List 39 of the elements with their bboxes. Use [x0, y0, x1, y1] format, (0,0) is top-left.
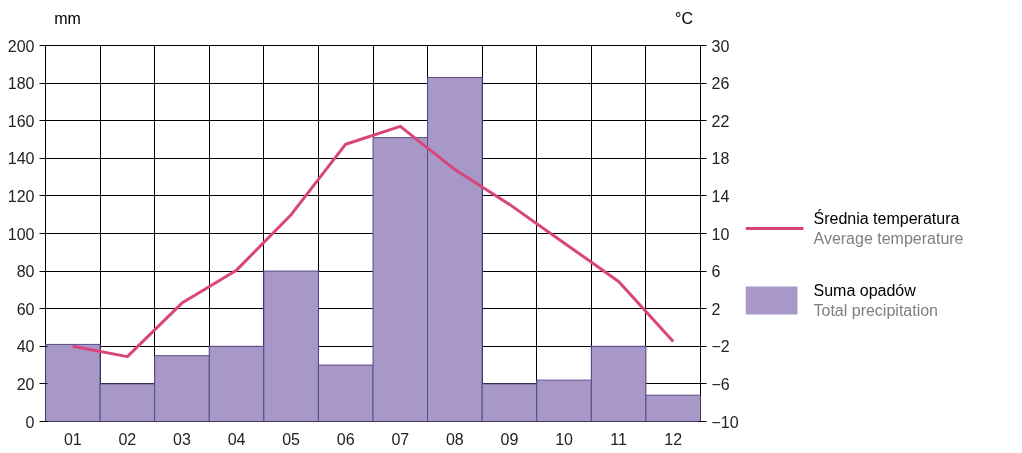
legend-label: Średnia temperatura Average temperature [813, 209, 964, 247]
y2-tick-label: 30 [711, 37, 730, 55]
x-tick-label: 10 [555, 430, 574, 448]
x-tick-label: 01 [63, 430, 82, 448]
y2-axis-title: °C [675, 10, 693, 27]
y2-tick-label: 22 [711, 112, 730, 130]
y2-tick-label: 6 [711, 263, 721, 281]
y-tick-label: 140 [7, 150, 35, 168]
y2-tick-label: −2 [711, 338, 730, 356]
x-tick-label: 03 [173, 430, 191, 448]
y2-tick-label: 10 [711, 225, 730, 243]
y-tick-label: 120 [7, 187, 35, 205]
x-tick-label: 11 [610, 430, 628, 448]
y-tick-label: 40 [16, 338, 35, 356]
y-tick-label: 20 [16, 375, 35, 393]
y2-tick-label: 14 [711, 187, 730, 205]
y-tick-label: 180 [7, 75, 35, 93]
y-tick-label: 160 [7, 112, 35, 130]
x-tick-label: 12 [664, 430, 683, 448]
x-tick-label: 02 [118, 430, 137, 448]
y-tick-label: 100 [7, 225, 35, 243]
y2-tick-label: 18 [711, 150, 730, 168]
x-tick-label: 07 [391, 430, 410, 448]
y2-tick-label: 26 [711, 75, 730, 93]
y-tick-label: 60 [16, 300, 35, 318]
x-tick-label: 09 [500, 430, 519, 448]
x-tick-label: 04 [227, 430, 246, 448]
x-tick-label: 06 [336, 430, 355, 448]
x-tick-label: 05 [282, 430, 301, 448]
y-tick-label: 0 [25, 413, 35, 431]
legend-label: Suma opadów Total precipitation [813, 282, 939, 319]
y-tick-label: 200 [7, 37, 35, 55]
y2-tick-label: 2 [711, 300, 721, 318]
y-tick-label: 80 [16, 263, 35, 281]
y-axis-title: mm [54, 10, 81, 27]
y2-tick-label: −6 [711, 375, 730, 393]
line-series [71, 124, 675, 359]
y2-tick-label: −10 [711, 413, 739, 431]
x-tick-label: 08 [445, 430, 464, 448]
